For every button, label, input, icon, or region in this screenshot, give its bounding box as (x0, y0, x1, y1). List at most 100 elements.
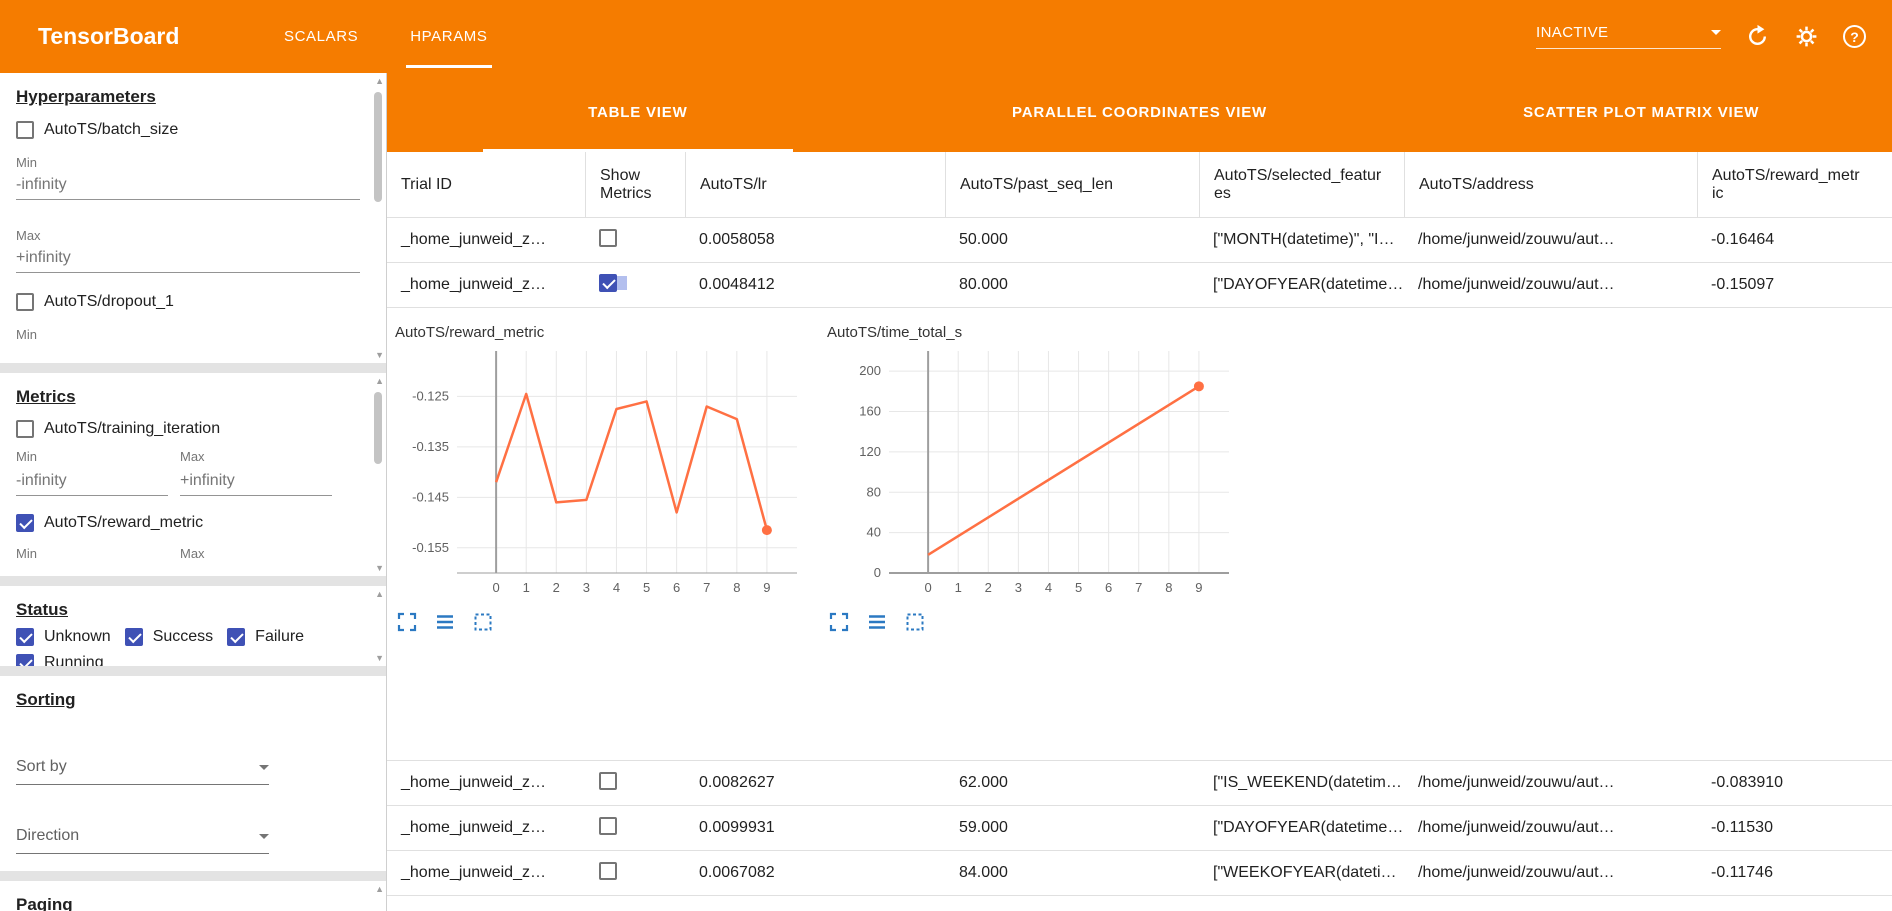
col-header-trial-id[interactable]: Trial ID (401, 175, 452, 193)
view-tabs: TABLE VIEW PARALLEL COORDINATES VIEW SCA… (387, 73, 1892, 152)
col-header-selected-features[interactable]: AutoTS/selected_features (1199, 152, 1404, 217)
direction-select[interactable]: Direction (16, 827, 269, 854)
fullscreen-icon[interactable] (829, 612, 849, 632)
tab-scalars[interactable]: SCALARS (258, 0, 384, 73)
col-header-address[interactable]: AutoTS/address (1404, 152, 1697, 217)
fit-domain-icon[interactable] (473, 612, 493, 632)
sort-by-select[interactable]: Sort by (16, 758, 269, 785)
max-input[interactable]: +infinity (180, 470, 332, 496)
tab-table-view[interactable]: TABLE VIEW (387, 73, 889, 152)
min-label: Min (16, 546, 37, 561)
hyperparameters-scrollbar[interactable]: ▲ ▼ (371, 76, 384, 360)
reward-metric-checkbox[interactable] (16, 514, 34, 532)
past-seq-len-cell: 50.000 (959, 231, 1008, 248)
scrollbar-thumb[interactable] (374, 92, 382, 202)
chart-title: AutoTS/reward_metric (395, 324, 545, 341)
direction-value: Direction (16, 827, 80, 844)
status-item-failure: Failure (227, 628, 304, 646)
chevron-down-icon (259, 833, 269, 839)
tab-hparams[interactable]: HPARAMS (384, 0, 513, 73)
help-icon[interactable]: ? (1843, 25, 1866, 48)
view-list-icon[interactable] (867, 612, 887, 632)
app-header: TensorBoard SCALARS HPARAMS INACTIVE (0, 0, 1892, 73)
time-total-line-chart: 0 1 2 3 4 5 6 7 8 9 0 40 80 120 160 200 (859, 351, 1229, 595)
table-header: Trial ID Show Metrics AutoTS/lr AutoTS/p… (387, 152, 1892, 218)
table-row[interactable]: _home_junweid_z… 0.0099931 59.000 ["DAYO… (387, 806, 1892, 851)
svg-text:1: 1 (955, 580, 962, 595)
svg-text:3: 3 (1015, 580, 1022, 595)
table-row[interactable]: _home_junweid_z… 0.0048412 80.000 ["DAYO… (387, 263, 1892, 308)
training-iteration-checkbox[interactable] (16, 420, 34, 438)
fullscreen-icon[interactable] (397, 612, 417, 632)
chart-toolbar (395, 612, 815, 632)
settings-gear-icon[interactable] (1794, 24, 1819, 49)
metric-item-reward-metric: AutoTS/reward_metric (16, 514, 360, 532)
hyperparameters-title: Hyperparameters (16, 87, 156, 106)
view-list-icon[interactable] (435, 612, 455, 632)
sorting-section: Sorting Sort by Direction (0, 676, 386, 871)
reward-metric-chart: AutoTS/reward_metric 0 1 2 3 4 5 6 7 8 9 -0.125 -0.… (395, 324, 815, 760)
table-row[interactable]: _home_junweid_z… 0.0082627 62.000 ["IS_W… (387, 761, 1892, 806)
scroll-up-icon[interactable]: ▲ (375, 589, 384, 599)
col-header-reward-metric[interactable]: AutoTS/reward_metric (1697, 152, 1892, 217)
svg-text:5: 5 (643, 580, 650, 595)
svg-text:4: 4 (1045, 580, 1052, 595)
show-metrics-checkbox[interactable] (599, 228, 617, 247)
status-failure-checkbox[interactable] (227, 628, 246, 646)
scroll-up-icon[interactable]: ▲ (375, 76, 384, 86)
show-metrics-cell (585, 273, 685, 297)
status-title: Status (16, 600, 68, 619)
hparam-item-dropout: AutoTS/dropout_1 (16, 293, 360, 311)
status-section: Status Unknown Success Failure (0, 586, 386, 666)
dropout-checkbox[interactable] (16, 293, 34, 311)
selected-features-cell: ["DAYOFYEAR(datetime… (1213, 276, 1404, 293)
col-header-lr[interactable]: AutoTS/lr (685, 152, 945, 217)
address-cell: /home/junweid/zouwu/aut… (1418, 774, 1615, 791)
status-success-checkbox[interactable] (124, 628, 143, 646)
scroll-down-icon[interactable]: ▼ (375, 563, 384, 573)
table-row[interactable]: _home_junweid_z… 0.0058058 50.000 ["MONT… (387, 218, 1892, 263)
fit-domain-icon[interactable] (905, 612, 925, 632)
run-status-value: INACTIVE (1536, 24, 1609, 41)
col-header-show-metrics[interactable]: Show Metrics (585, 152, 685, 217)
past-seq-len-cell: 84.000 (959, 864, 1008, 881)
show-metrics-cell (585, 861, 685, 885)
lr-cell: 0.0082627 (699, 774, 775, 791)
scroll-up-icon[interactable]: ▲ (375, 376, 384, 386)
max-input[interactable]: +infinity (16, 247, 360, 273)
dropout-label: AutoTS/dropout_1 (44, 293, 174, 310)
app-title: TensorBoard (38, 23, 180, 49)
tab-parallel-coordinates-view[interactable]: PARALLEL COORDINATES VIEW (889, 73, 1391, 152)
col-header-past-seq-len[interactable]: AutoTS/past_seq_len (945, 152, 1199, 217)
svg-text:2: 2 (985, 580, 992, 595)
metrics-scrollbar[interactable]: ▲ ▼ (371, 376, 384, 573)
training-iteration-range: Min -infinity Max +infinity (16, 449, 360, 496)
paging-scrollbar[interactable]: ▲ (371, 884, 384, 908)
show-metrics-checkbox[interactable] (599, 861, 617, 880)
scroll-up-icon[interactable]: ▲ (375, 884, 384, 894)
min-label: Min (16, 449, 37, 464)
metrics-title: Metrics (16, 387, 76, 406)
show-metrics-checkbox[interactable] (599, 771, 617, 790)
svg-text:120: 120 (859, 444, 881, 459)
batch-size-checkbox[interactable] (16, 121, 34, 139)
status-running-checkbox[interactable] (16, 654, 34, 666)
table-row[interactable]: _home_junweid_z… 0.0067082 84.000 ["WEEK… (387, 851, 1892, 896)
show-metrics-checkbox[interactable] (599, 273, 617, 292)
status-unknown-label: Unknown (44, 628, 111, 645)
show-metrics-checkbox[interactable] (599, 816, 617, 835)
min-input[interactable]: -infinity (16, 470, 168, 496)
svg-text:6: 6 (1105, 580, 1112, 595)
status-item-running: Running (16, 654, 104, 666)
status-scrollbar[interactable]: ▲ ▼ (371, 589, 384, 663)
run-status-dropdown[interactable]: INACTIVE (1536, 24, 1721, 49)
svg-text:0: 0 (924, 580, 931, 595)
scroll-down-icon[interactable]: ▼ (375, 653, 384, 663)
status-unknown-checkbox[interactable] (16, 628, 34, 646)
scrollbar-thumb[interactable] (374, 392, 382, 464)
refresh-icon[interactable] (1745, 24, 1770, 49)
top-nav: SCALARS HPARAMS (258, 0, 514, 73)
min-input[interactable]: -infinity (16, 174, 360, 200)
tab-scatter-plot-matrix-view[interactable]: SCATTER PLOT MATRIX VIEW (1390, 73, 1892, 152)
scroll-down-icon[interactable]: ▼ (375, 350, 384, 360)
